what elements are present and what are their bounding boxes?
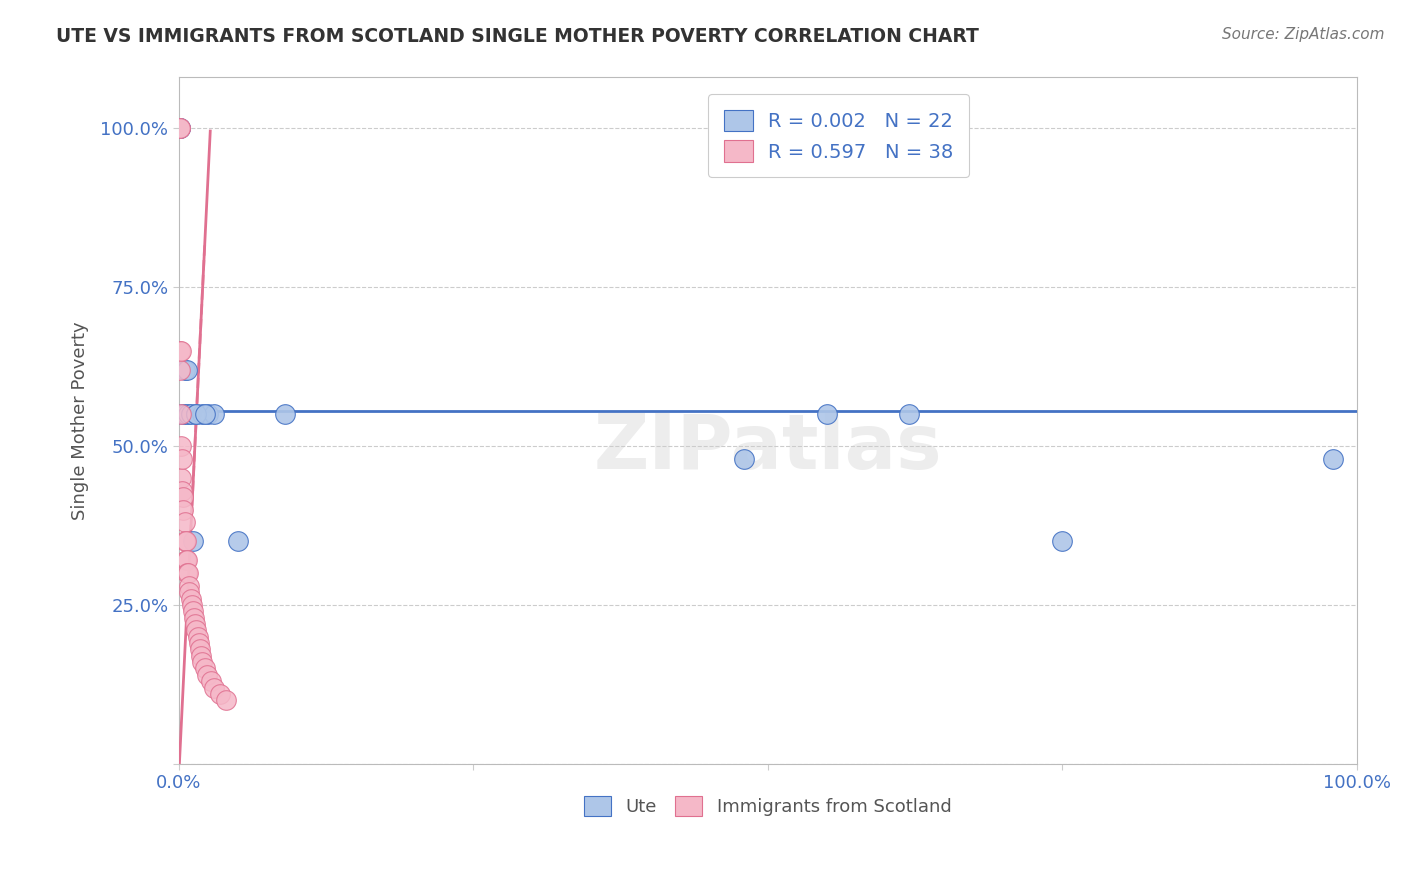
Point [177, 407, 200, 421]
Point [169, 121, 191, 136]
Point [173, 363, 195, 377]
Point [176, 363, 198, 377]
Point [170, 471, 193, 485]
Point [191, 407, 214, 421]
Point [898, 407, 921, 421]
Point [180, 598, 202, 612]
Legend: Ute, Immigrants from Scotland: Ute, Immigrants from Scotland [576, 789, 959, 823]
Point [170, 407, 193, 421]
Point [172, 451, 194, 466]
Point [173, 407, 195, 421]
Point [174, 553, 197, 567]
Point [181, 604, 204, 618]
Y-axis label: Single Mother Poverty: Single Mother Poverty [72, 321, 89, 520]
Point [187, 630, 209, 644]
Point [195, 668, 218, 682]
Point [173, 534, 195, 549]
Point [733, 451, 755, 466]
Point [177, 566, 200, 581]
Point [172, 407, 194, 421]
Point [173, 516, 195, 530]
Text: Source: ZipAtlas.com: Source: ZipAtlas.com [1222, 27, 1385, 42]
Point [191, 655, 214, 669]
Point [274, 407, 297, 421]
Point [1052, 534, 1074, 549]
Point [194, 661, 217, 675]
Point [197, 407, 219, 421]
Point [186, 407, 208, 421]
Point [169, 121, 191, 136]
Point [194, 407, 217, 421]
Point [187, 636, 209, 650]
Point [186, 407, 208, 421]
Point [180, 407, 202, 421]
Point [169, 343, 191, 358]
Point [190, 648, 212, 663]
Point [184, 617, 207, 632]
Point [186, 624, 208, 638]
Point [215, 693, 238, 707]
Point [180, 591, 202, 606]
Point [179, 585, 201, 599]
Text: UTE VS IMMIGRANTS FROM SCOTLAND SINGLE MOTHER POVERTY CORRELATION CHART: UTE VS IMMIGRANTS FROM SCOTLAND SINGLE M… [56, 27, 979, 45]
Point [226, 534, 249, 549]
Point [172, 490, 194, 504]
Point [200, 674, 222, 689]
Point [172, 502, 194, 516]
Point [169, 121, 191, 136]
Point [174, 534, 197, 549]
Point [176, 553, 198, 567]
Point [172, 483, 194, 498]
Point [208, 687, 231, 701]
Text: ZIPatlas: ZIPatlas [593, 411, 942, 485]
Point [176, 566, 198, 581]
Point [179, 579, 201, 593]
Point [202, 407, 225, 421]
Point [202, 681, 225, 695]
Point [188, 642, 211, 657]
Point [815, 407, 838, 421]
Point [169, 343, 191, 358]
Point [169, 121, 191, 136]
Point [170, 439, 193, 453]
Point [181, 534, 204, 549]
Point [183, 610, 205, 624]
Point [169, 363, 191, 377]
Point [1322, 451, 1344, 466]
